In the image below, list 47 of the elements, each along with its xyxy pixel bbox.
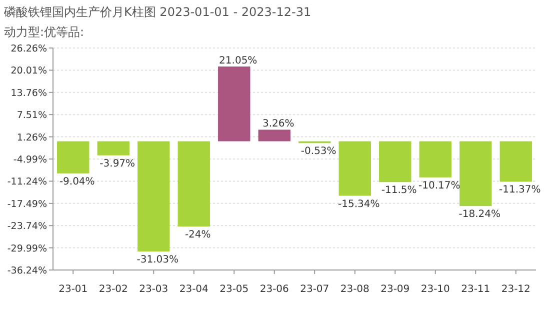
data-label: -15.34% — [338, 198, 380, 210]
y-tick-label: -17.49% — [7, 198, 47, 210]
x-tick-label: 23-05 — [220, 284, 249, 295]
x-tick-label: 23-06 — [260, 284, 289, 295]
x-tick-label: 23-02 — [98, 284, 128, 295]
y-tick-label: -29.99% — [7, 243, 47, 254]
x-tick-label: 23-09 — [380, 284, 410, 295]
bar — [258, 130, 290, 142]
bar — [97, 141, 130, 156]
bar — [379, 141, 412, 182]
data-label: -0.53% — [300, 146, 336, 158]
y-tick-label: -23.74% — [7, 221, 47, 232]
x-tick-label: 23-08 — [340, 284, 370, 295]
data-label: -24% — [184, 230, 211, 241]
data-label: 21.05% — [219, 56, 258, 67]
y-tick-label: 1.26% — [16, 132, 47, 144]
bar — [460, 141, 492, 206]
x-tick-label: 23-07 — [300, 284, 330, 295]
x-tick-label: 23-12 — [501, 284, 530, 295]
data-label: -11.37% — [499, 184, 541, 196]
bar — [57, 141, 90, 174]
y-tick-label: 7.51% — [16, 110, 47, 122]
data-label: -3.97% — [100, 158, 136, 170]
y-tick-label: 20.01% — [10, 66, 47, 77]
y-tick-label: -11.24% — [7, 176, 47, 188]
x-tick-label: 23-04 — [179, 284, 208, 295]
data-label: -9.04% — [59, 176, 95, 188]
bar — [138, 141, 170, 252]
bar — [338, 141, 371, 196]
x-tick-label: 23-01 — [58, 284, 88, 295]
bar — [419, 141, 452, 178]
y-tick-label: -4.99% — [13, 154, 47, 166]
data-label: -31.03% — [136, 254, 178, 266]
y-tick-label: 13.76% — [10, 88, 47, 99]
y-tick-label: -36.24% — [7, 266, 47, 276]
x-tick-label: 23-03 — [139, 284, 168, 295]
x-tick-label: 23-10 — [420, 284, 450, 295]
y-tick-label: 26.26% — [10, 44, 47, 54]
data-label: -18.24% — [458, 209, 500, 220]
bar — [500, 141, 532, 182]
data-label: 3.26% — [262, 118, 294, 130]
bar — [218, 66, 250, 142]
chart-title: 磷酸铁锂国内生产价月K柱图 2023-01-01 - 2023-12-31 — [3, 5, 312, 19]
bar — [178, 141, 210, 227]
data-label: -11.5% — [381, 185, 417, 196]
chart-subtitle: 动力型:优等品: — [4, 25, 84, 39]
x-tick-label: 23-11 — [461, 284, 490, 295]
